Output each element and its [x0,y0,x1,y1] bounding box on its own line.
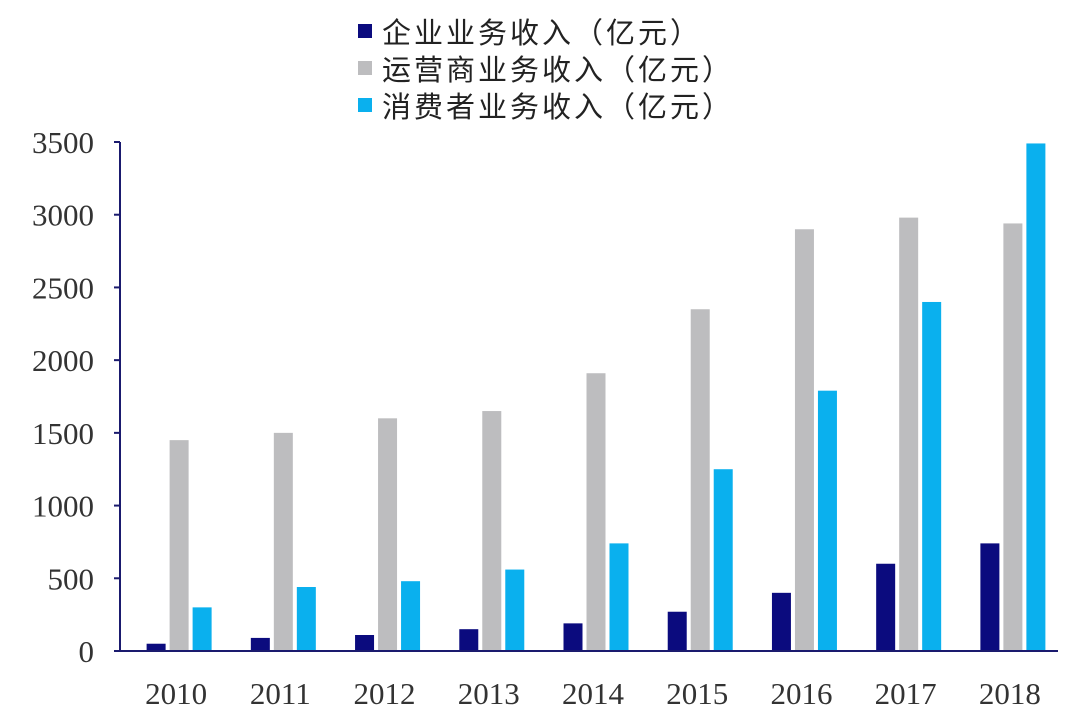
bar-2018-s2 [1026,143,1046,651]
bar-2011-s1 [273,432,293,651]
y-tick-label: 1000 [32,489,94,524]
bar-2015-s0 [667,611,687,651]
x-tick-label: 2017 [875,676,937,711]
bars [146,143,1046,651]
bar-2010-s2 [192,607,212,651]
x-tick-label: 2015 [666,676,728,711]
bar-2012-s1 [378,418,398,651]
legend-swatch [358,24,372,38]
bar-2012-s0 [355,635,375,651]
legend-swatch [358,61,372,75]
y-tick-label: 2500 [32,270,94,305]
bar-2017-s0 [876,563,896,651]
bar-2016-s1 [794,229,814,651]
bar-2014-s0 [563,623,583,651]
y-tick-label: 2000 [32,343,94,378]
legend-label: 企业业务收入（亿元） [382,16,702,50]
legend-swatch [358,98,372,112]
x-tick-label: 2014 [562,676,625,711]
legend: 企业业务收入（亿元）运营商业务收入（亿元）消费者业务收入（亿元） [358,16,734,124]
x-tick-label: 2013 [458,676,520,711]
bar-2011-s0 [250,637,270,651]
bar-2012-s2 [401,581,421,651]
bar-2018-s1 [1003,223,1023,651]
bar-2013-s1 [482,411,502,651]
bar-2011-s2 [296,587,316,651]
bar-2015-s2 [713,469,733,651]
bar-2015-s1 [690,309,710,651]
x-tick-label: 2016 [770,676,832,711]
bar-2018-s0 [980,543,1000,651]
x-tick-label: 2012 [354,676,416,711]
bar-2013-s0 [459,629,479,651]
x-axis: 2010 2011 2012 2013 2014 2015 2016 2017 2018 [120,650,1058,711]
y-tick-label: 500 [48,561,95,596]
bar-2017-s2 [922,301,942,651]
bar-2010-s0 [146,643,166,651]
bar-2010-s1 [169,440,189,651]
legend-label: 运营商业务收入（亿元） [382,53,734,87]
bar-2014-s2 [609,543,629,651]
bar-2016-s2 [817,390,837,651]
y-axis: 0 500 1000 1500 2000 2500 3000 3500 [32,125,121,669]
bar-2016-s0 [771,592,791,651]
x-tick-label: 2010 [145,676,207,711]
y-tick-label: 0 [79,634,95,669]
y-tick-label: 3000 [32,198,94,233]
x-tick-label: 2018 [979,676,1041,711]
bar-2013-s2 [505,569,525,651]
bar-2017-s1 [899,217,919,651]
legend-label: 消费者业务收入（亿元） [382,90,734,124]
y-tick-label: 1500 [32,416,94,451]
bar-2014-s1 [586,373,606,651]
y-tick-label: 3500 [32,125,94,160]
x-tick-label: 2011 [250,676,311,711]
